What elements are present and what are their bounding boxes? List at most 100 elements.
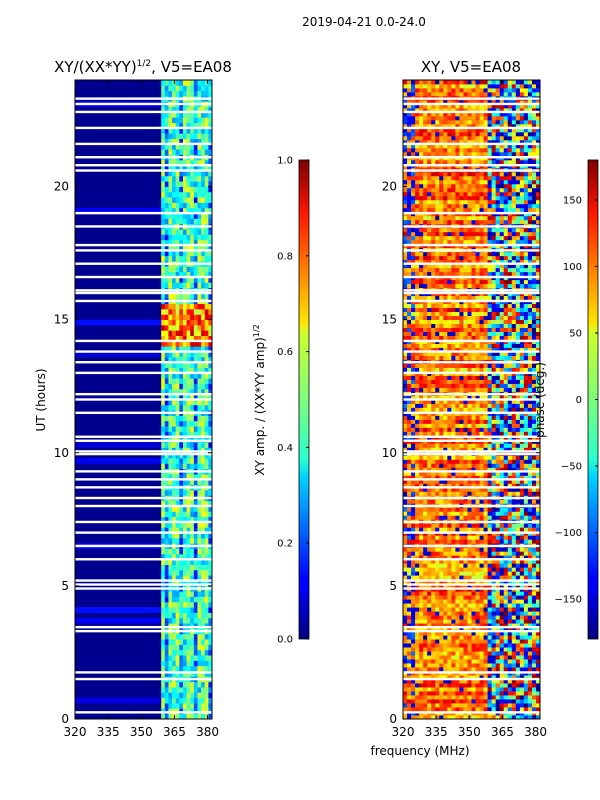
phase-cell <box>503 479 509 484</box>
phase-cell <box>427 563 432 568</box>
phase-cell <box>475 375 480 380</box>
amp-cell <box>164 490 169 496</box>
phase-cell <box>439 595 444 600</box>
amp-cell <box>201 500 206 507</box>
phase-cell <box>435 431 440 436</box>
phase-cell <box>455 691 460 696</box>
amp-cell <box>201 404 206 411</box>
phase-cell <box>483 347 489 352</box>
phase-cell <box>403 679 408 684</box>
phase-cell <box>507 623 513 628</box>
amp-cell <box>208 175 212 182</box>
phase-cell <box>487 679 493 684</box>
amp-cell <box>168 250 173 257</box>
phase-cell <box>439 455 444 460</box>
phase-cell <box>523 459 529 464</box>
amp-cell <box>164 633 169 640</box>
amp-flagged-row <box>75 544 212 548</box>
amp-cell <box>164 617 169 624</box>
phase-cell <box>527 663 533 668</box>
amp-cell <box>182 415 187 422</box>
amp-cell <box>168 553 173 560</box>
amp-cell <box>190 213 195 219</box>
phase-cell <box>483 563 489 568</box>
amp-cell <box>75 617 162 624</box>
phase-cell <box>423 663 428 668</box>
phase-cell <box>467 387 472 392</box>
amp-cell <box>201 202 206 209</box>
phase-cell <box>491 407 497 412</box>
phase-cell <box>515 407 521 412</box>
amp-cell <box>172 175 177 182</box>
phase-cell <box>471 447 476 452</box>
phase-cell <box>511 423 517 428</box>
amp-cell <box>201 665 206 672</box>
phase-cell <box>499 619 505 624</box>
phase-cell <box>423 647 428 652</box>
amp-cell <box>168 404 173 411</box>
amp-cell <box>175 85 180 92</box>
phase-cell <box>531 467 537 472</box>
phase-cell <box>535 695 540 700</box>
phase-cell <box>483 507 489 512</box>
phase-cell <box>495 355 501 360</box>
phase-cell <box>503 407 509 412</box>
phase-cell <box>475 403 480 408</box>
amp-cell <box>204 532 209 539</box>
amp-cell <box>193 181 198 187</box>
phase-cell <box>455 547 460 552</box>
amp-cell <box>168 197 173 203</box>
amp-cell <box>186 340 191 347</box>
phase-cell <box>467 455 472 460</box>
phase-cell <box>419 651 424 656</box>
phase-cell <box>431 455 436 460</box>
phase-cell <box>467 623 472 628</box>
amp-cell <box>161 442 166 448</box>
phase-cell <box>463 511 468 516</box>
phase-cell <box>483 639 489 644</box>
amp-cell <box>179 293 184 299</box>
phase-cell <box>415 687 420 692</box>
amp-cell <box>182 671 187 677</box>
phase-cell <box>423 447 428 452</box>
phase-cell <box>423 643 428 648</box>
phase-cell <box>403 499 408 504</box>
phase-cell <box>515 443 521 448</box>
phase-cell <box>463 707 468 712</box>
amp-cell <box>197 644 202 651</box>
phase-cell <box>419 491 424 496</box>
phase-cell <box>403 443 408 448</box>
phase-cell <box>527 423 533 428</box>
phase-cell <box>411 551 416 556</box>
amp-cell <box>186 665 191 672</box>
phase-cell <box>419 547 424 552</box>
phase-cell <box>479 447 484 452</box>
amp-cell <box>190 527 195 534</box>
phase-cell <box>523 651 529 656</box>
phase-cell <box>511 351 517 356</box>
phase-cell <box>483 571 489 576</box>
amp-cell <box>182 330 187 336</box>
phase-cell <box>439 499 444 504</box>
amp-cell <box>182 601 187 608</box>
amp-cell <box>179 282 184 289</box>
amp-cell <box>175 474 180 480</box>
phase-cell <box>443 639 448 644</box>
phase-cell <box>479 571 484 576</box>
phase-cell <box>423 483 428 488</box>
phase-cell <box>455 635 460 640</box>
phase-cell <box>523 479 529 484</box>
amp-cell <box>172 229 177 235</box>
phase-cell <box>455 595 460 600</box>
phase-cell <box>447 419 452 424</box>
amp-cell <box>161 660 166 667</box>
amp-cell <box>172 399 177 406</box>
phase-cell <box>515 527 521 532</box>
phase-cell <box>443 383 448 388</box>
phase-cell <box>459 707 464 712</box>
phase-cell <box>455 659 460 664</box>
phase-cell <box>499 567 505 572</box>
amp-cell <box>164 90 169 97</box>
phase-cell <box>443 423 448 428</box>
phase-cell <box>467 547 472 552</box>
